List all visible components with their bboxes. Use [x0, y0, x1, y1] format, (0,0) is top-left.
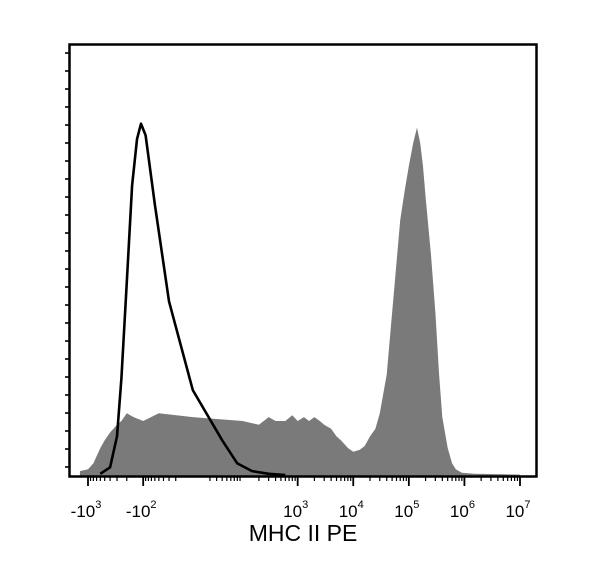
x-axis-title: MHC II PE — [249, 520, 358, 546]
x-tick-label: -103 — [71, 499, 102, 521]
series-1-line — [99, 122, 286, 477]
series-0-area — [79, 127, 521, 476]
x-tick-label: 106 — [450, 499, 475, 521]
y-axis-ticks — [65, 52, 70, 468]
plot-marks — [79, 122, 521, 477]
x-tick-label: 107 — [505, 499, 530, 521]
x-axis-ticks: -103 -102 103 104 105 106 107 — [71, 476, 531, 521]
x-tick-label: 105 — [394, 499, 419, 521]
plot-frame — [68, 43, 538, 478]
x-tick-label: 103 — [283, 499, 308, 521]
x-tick-label: 104 — [339, 499, 364, 521]
x-tick-label: -102 — [126, 499, 157, 521]
